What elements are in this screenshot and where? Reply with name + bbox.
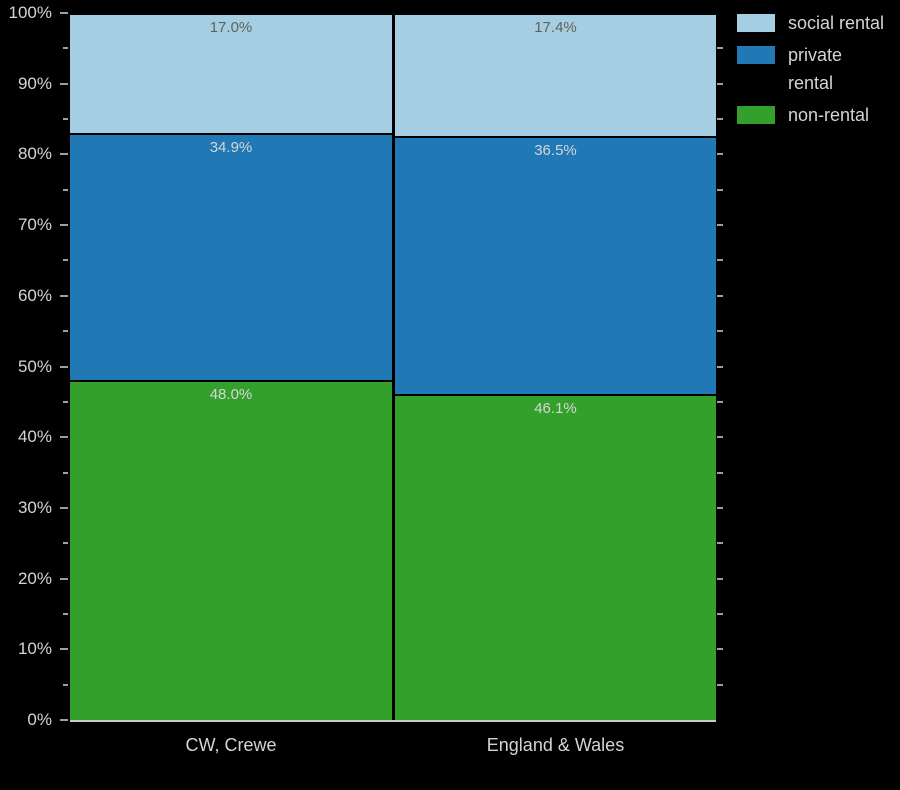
- right-spine-tick: [717, 612, 723, 615]
- right-spine-tick: [717, 683, 723, 686]
- y-tick-label: 90%: [17, 73, 52, 93]
- y-major-tick: [60, 294, 68, 297]
- y-tick-label: 40%: [17, 427, 52, 447]
- bar-segment-private-rental: 36.5%: [395, 136, 716, 395]
- y-major-tick: [60, 506, 68, 509]
- legend-item-non-rental: non-rental: [737, 101, 884, 129]
- legend-label: private rental: [788, 45, 843, 93]
- legend-swatch: [737, 14, 775, 32]
- right-spine-tick: [717, 365, 723, 368]
- y-tick-label: 100%: [8, 3, 52, 22]
- right-spine-tick: [717, 648, 723, 651]
- y-tick-label: 70%: [17, 215, 52, 235]
- bar-segment-social-rental: 17.0%: [70, 13, 392, 134]
- right-spine-tick: [717, 542, 723, 545]
- y-major-tick: [60, 12, 68, 14]
- bar-segment-non-rental: 48.0%: [70, 379, 392, 720]
- x-tick-label: England & Wales: [486, 735, 625, 755]
- legend: social rental private rental non-rental: [737, 9, 884, 129]
- right-spine-tick: [717, 400, 723, 403]
- bar-segment-private-rental: 34.9%: [70, 133, 392, 380]
- legend-item-social-rental: social rental: [737, 9, 884, 37]
- segment-value-label: 48.0%: [209, 385, 253, 403]
- y-major-tick: [60, 436, 68, 439]
- x-axis-line: [70, 720, 716, 722]
- y-major-tick: [60, 719, 68, 721]
- y-major-tick: [60, 648, 68, 651]
- y-tick-label: 10%: [17, 639, 52, 659]
- bar-crewe: 17.0% 34.9% 48.0%: [70, 13, 392, 720]
- right-spine-tick: [717, 436, 723, 439]
- right-spine-tick: [717, 188, 723, 191]
- bar-divider: [392, 13, 395, 722]
- y-minor-tick: [63, 330, 68, 333]
- right-spine-tick: [717, 294, 723, 297]
- y-tick-label: 30%: [17, 497, 52, 517]
- y-major-tick: [60, 577, 68, 580]
- right-spine-tick: [717, 259, 723, 262]
- segment-value-label: 34.9%: [209, 139, 253, 157]
- right-spine-tick: [717, 471, 723, 474]
- y-major-tick: [60, 153, 68, 156]
- legend-swatch: [737, 46, 775, 64]
- segment-value-label: 36.5%: [534, 142, 577, 160]
- y-minor-tick: [63, 612, 68, 615]
- y-major-tick: [60, 365, 68, 368]
- segment-value-label: 46.1%: [534, 400, 577, 418]
- legend-label: social rental: [788, 13, 885, 33]
- y-minor-tick: [63, 118, 68, 121]
- segment-value-label: 17.0%: [209, 19, 253, 36]
- y-minor-tick: [63, 471, 68, 474]
- bar-segment-non-rental: 46.1%: [395, 394, 716, 720]
- right-spine-tick: [717, 330, 723, 333]
- y-minor-tick: [63, 683, 68, 686]
- right-spine-tick: [717, 47, 723, 50]
- legend-item-private-rental: private rental: [737, 41, 884, 97]
- right-spine-tick: [717, 118, 723, 121]
- y-minor-tick: [63, 259, 68, 262]
- y-minor-tick: [63, 47, 68, 50]
- legend-swatch: [737, 106, 775, 124]
- y-tick-label: 80%: [17, 144, 52, 164]
- y-tick-label: 20%: [17, 568, 52, 588]
- right-spine-tick: [717, 82, 723, 85]
- y-minor-tick: [63, 188, 68, 191]
- y-tick-label: 60%: [17, 285, 52, 305]
- y-major-tick: [60, 224, 68, 227]
- y-minor-tick: [63, 400, 68, 403]
- segment-value-label: 17.4%: [534, 19, 577, 36]
- right-spine-tick: [717, 506, 723, 509]
- y-tick-label: 50%: [17, 356, 52, 376]
- bar-england-wales: 17.4% 36.5% 46.1%: [395, 13, 716, 720]
- y-tick-label: 0%: [27, 710, 52, 729]
- y-major-tick: [60, 82, 68, 85]
- right-spine-tick: [717, 577, 723, 580]
- right-spine-tick: [717, 224, 723, 227]
- legend-label: non-rental: [788, 105, 870, 125]
- bar-segment-social-rental: 17.4%: [395, 13, 716, 137]
- right-spine-tick: [717, 153, 723, 156]
- x-tick-label: CW, Crewe: [185, 735, 277, 755]
- y-minor-tick: [63, 542, 68, 545]
